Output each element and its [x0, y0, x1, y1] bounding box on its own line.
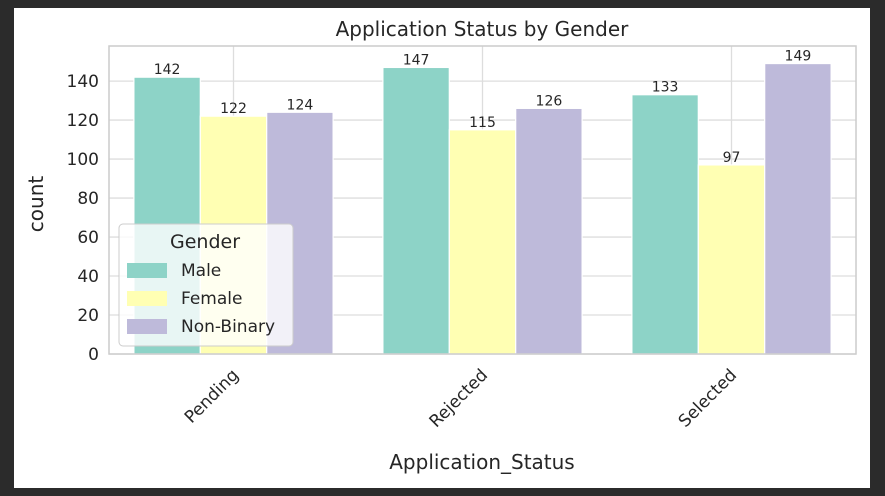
bars-layer — [133, 62, 832, 355]
x-tick-label: Selected — [675, 365, 741, 431]
bar-value-label: 149 — [785, 49, 812, 65]
bar-value-label: 115 — [469, 115, 496, 131]
bar-value-label: 97 — [723, 150, 741, 166]
bar-non-binary — [515, 107, 583, 355]
y-tick-label: 100 — [67, 150, 99, 170]
y-tick-label: 80 — [77, 189, 99, 209]
bar-value-label: 126 — [536, 93, 563, 109]
y-tick-label: 60 — [77, 228, 99, 248]
y-axis-label: count — [24, 176, 48, 233]
y-tick-label: 20 — [77, 306, 99, 326]
bar-female — [697, 164, 766, 355]
y-tick-label: 0 — [88, 345, 99, 365]
legend-swatch — [127, 263, 167, 278]
y-tick-label: 120 — [67, 111, 99, 131]
x-axis-label: Application_Status — [389, 450, 574, 474]
legend: Gender Male Female Non-Binary — [118, 223, 294, 347]
chart-svg: 142 122 124 147 115 126 133 97 149 0 20 40 60 80 100 1… — [24, 17, 857, 474]
bar-value-label: 142 — [154, 62, 181, 78]
bar-value-label: 133 — [652, 80, 679, 96]
labels-layer: 142 122 124 147 115 126 133 97 149 — [154, 49, 812, 166]
legend-title: Gender — [170, 231, 240, 253]
legend-box — [118, 223, 294, 347]
legend-swatch — [127, 319, 167, 334]
bar-value-label: 147 — [403, 52, 430, 68]
bar-non-binary — [764, 62, 832, 355]
x-tick-label: Rejected — [426, 365, 492, 431]
bar-male — [382, 66, 450, 355]
legend-swatch — [127, 291, 167, 306]
y-tick-label: 140 — [67, 72, 99, 92]
bar-value-label: 124 — [287, 97, 314, 113]
chart-title: Application Status by Gender — [336, 17, 630, 41]
bar-value-label: 122 — [220, 101, 247, 117]
plot-frame — [108, 45, 857, 355]
x-tick-label: Pending — [181, 365, 243, 427]
legend-entry-label: Male — [181, 261, 221, 281]
legend-entry-label: Non-Binary — [181, 317, 275, 337]
y-tick-label: 40 — [77, 267, 99, 287]
chart-figure: 142 122 124 147 115 126 133 97 149 0 20 40 60 80 100 1… — [14, 8, 870, 488]
bar-female — [448, 129, 517, 355]
bar-male — [631, 94, 699, 355]
legend-entry-label: Female — [181, 289, 242, 309]
